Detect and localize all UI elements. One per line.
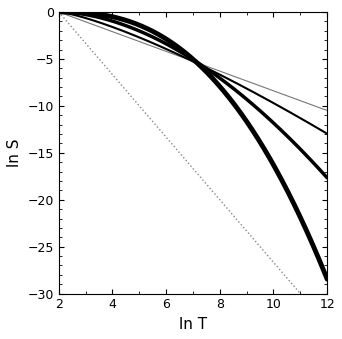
Y-axis label: ln S: ln S	[7, 139, 22, 167]
X-axis label: ln T: ln T	[179, 317, 207, 332]
